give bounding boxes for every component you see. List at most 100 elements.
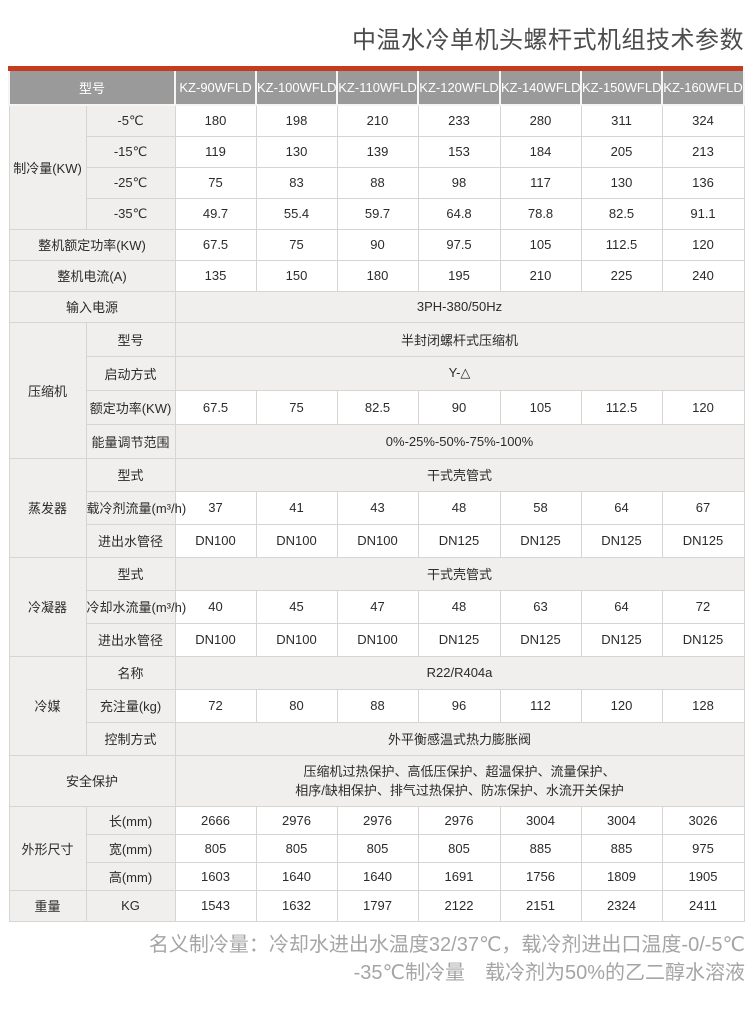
- model-header: KZ-110WFLD: [336, 71, 420, 106]
- model-column-header: 型号: [7, 71, 177, 106]
- cell-value: DN125: [661, 523, 745, 558]
- cell-value: 96: [417, 688, 501, 723]
- cell-value: 2976: [255, 805, 338, 835]
- table-row: 蒸发器 型式 干式壳管式: [8, 457, 745, 558]
- table-row: 进出水管径 DN100 DN100 DN100 DN125 DN125 DN12…: [9, 523, 745, 558]
- cell-value: 128: [661, 688, 745, 723]
- cell-value: 97.5: [417, 228, 501, 261]
- cell-value: 1640: [336, 861, 419, 891]
- cell-value: 139: [336, 135, 419, 168]
- model-header: KZ-150WFLD: [580, 71, 664, 106]
- model-header: KZ-160WFLD: [661, 71, 746, 106]
- cell-value: 55.4: [255, 197, 338, 230]
- cell-value: 3004: [499, 805, 582, 835]
- group-label-cooling-capacity: 制冷量(KW): [8, 104, 87, 230]
- row-label: 启动方式: [85, 355, 176, 391]
- row-label: 名称: [85, 655, 176, 690]
- cell-value: 83: [255, 166, 338, 199]
- cell-value: 311: [580, 104, 663, 137]
- cell-value: 233: [417, 104, 501, 137]
- cell-value: 1603: [174, 861, 257, 891]
- cell-value: DN100: [174, 622, 257, 657]
- row-label: 长(mm): [85, 805, 176, 835]
- table-row: 控制方式 外平衡感温式热力膨胀阀: [9, 721, 745, 756]
- cell-value: DN100: [174, 523, 257, 558]
- cell-value: 2666: [174, 805, 257, 835]
- cell-value: 48: [417, 490, 501, 525]
- cell-value: 88: [336, 166, 419, 199]
- cell-value: 47: [336, 589, 419, 624]
- cell-value: 67.5: [174, 389, 257, 425]
- cell-value: 2324: [580, 889, 663, 922]
- table-row: 制冷量(KW) -5℃ 180 198 210 233 280 311 324: [8, 104, 745, 230]
- cell-value: 1640: [255, 861, 338, 891]
- table-row: 整机电流(A) 135 150 180 195 210 225 240: [8, 259, 745, 292]
- cell-value: 1543: [174, 889, 257, 922]
- cell-value: DN125: [417, 622, 501, 657]
- cell-value: 135: [174, 259, 257, 292]
- safety-line-1: 压缩机过热保护、高低压保护、超温保护、流量保护、: [303, 763, 616, 779]
- table-row: 输入电源 3PH-380/50Hz: [8, 290, 745, 323]
- cell-value: 37: [174, 490, 257, 525]
- cell-value: 120: [580, 688, 663, 723]
- cell-value: 195: [417, 259, 501, 292]
- cell-value: 105: [499, 389, 582, 425]
- cell-value: 805: [336, 833, 419, 863]
- cell-value: 82.5: [580, 197, 663, 230]
- cell-value: 75: [255, 389, 338, 425]
- safety-line-2: 相序/缺相保护、排气过热保护、防冻保护、水流开关保护: [295, 782, 624, 798]
- footnote: 名义制冷量：冷却水进出水温度32/37℃，载冷剂进出口温度-0/-5℃ -35℃…: [0, 931, 745, 987]
- cell-value: 90: [417, 389, 501, 425]
- cell-value: 2976: [417, 805, 501, 835]
- cell-value: 1632: [255, 889, 338, 922]
- row-label-safety: 安全保护: [8, 754, 176, 807]
- table-row: 额定功率(KW) 67.5 75 82.5 90 105 112.5 120: [9, 389, 745, 425]
- cell-value: 64: [580, 490, 663, 525]
- cell-value: DN100: [336, 622, 419, 657]
- row-label: 控制方式: [85, 721, 176, 756]
- cell-value: 136: [661, 166, 745, 199]
- row-label: 能量调节范围: [85, 423, 176, 459]
- cell-value: 105: [499, 228, 582, 261]
- cell-value: 78.8: [499, 197, 582, 230]
- table-row: 充注量(kg) 72 80 88 96 112 120 128: [9, 688, 745, 723]
- cell-value: 153: [417, 135, 501, 168]
- table-row: 能量调节范围 0%-25%-50%-75%-100%: [9, 423, 745, 459]
- row-label: 型式: [85, 556, 176, 591]
- group-label-dimensions: 外形尺寸: [8, 805, 87, 891]
- cell-value: 63: [499, 589, 582, 624]
- cell-value: 64.8: [417, 197, 501, 230]
- cell-value: 1797: [336, 889, 419, 922]
- cell-value: 112.5: [580, 228, 663, 261]
- row-label-weight-unit: KG: [85, 889, 176, 922]
- cell-value: 210: [336, 104, 419, 137]
- table-row: 压缩机 型号 半封闭螺杆式压缩机: [8, 321, 745, 459]
- cell-value: 49.7: [174, 197, 257, 230]
- merged-value-control-mode: 外平衡感温式热力膨胀阀: [174, 721, 745, 756]
- cell-value: 184: [499, 135, 582, 168]
- row-label: -35℃: [85, 197, 176, 230]
- cell-value: 75: [174, 166, 257, 199]
- cell-value: 120: [661, 389, 745, 425]
- table-row: -25℃ 75 83 88 98 117 130 136: [9, 166, 745, 199]
- cell-value: 240: [661, 259, 745, 292]
- cell-value: DN125: [661, 622, 745, 657]
- merged-value-evaporator-type: 干式壳管式: [174, 457, 745, 492]
- cell-value: 98: [417, 166, 501, 199]
- cell-value: 280: [499, 104, 582, 137]
- cell-value: 180: [336, 259, 419, 292]
- cell-value: 180: [174, 104, 257, 137]
- cell-value: 805: [417, 833, 501, 863]
- cell-value: 72: [174, 688, 257, 723]
- cell-value: 1691: [417, 861, 501, 891]
- cell-value: DN125: [580, 622, 663, 657]
- cell-value: 1756: [499, 861, 582, 891]
- row-label: 充注量(kg): [85, 688, 176, 723]
- cell-value: 117: [499, 166, 582, 199]
- table-row: 冷却水流量(m³/h) 40 45 47 48 63 64 72: [9, 589, 745, 624]
- merged-value-start-mode: Y-△: [174, 355, 745, 391]
- cell-value: 80: [255, 688, 338, 723]
- group-label-weight: 重量: [8, 889, 87, 922]
- table-row: 进出水管径 DN100 DN100 DN100 DN125 DN125 DN12…: [9, 622, 745, 657]
- cell-value: 48: [417, 589, 501, 624]
